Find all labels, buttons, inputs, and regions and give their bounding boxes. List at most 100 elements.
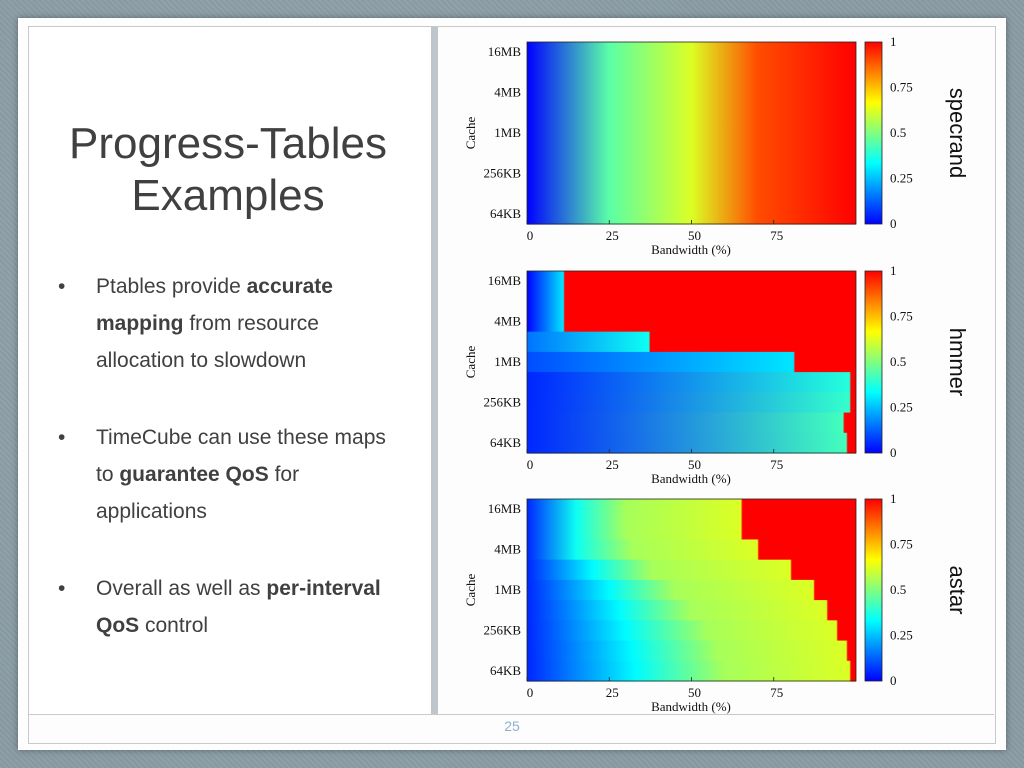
x-tick-label: 50 <box>688 457 701 472</box>
x-tick-label: 50 <box>688 228 701 243</box>
bullet-text: TimeCube can use these maps to <box>96 426 386 486</box>
heatmap-row <box>527 203 856 225</box>
x-tick-label: 75 <box>770 457 783 472</box>
bullet-text: Overall as well as <box>96 577 267 600</box>
bullet-item: Overall as well as per-interval QoS cont… <box>58 570 408 644</box>
heatmap-row <box>527 183 856 205</box>
x-tick-label: 75 <box>770 228 783 243</box>
bullet-item: Ptables provide accurate mapping from re… <box>58 268 408 379</box>
heatmap-row <box>527 412 856 434</box>
y-tick-label: 16MB <box>488 501 522 516</box>
heatmap-row <box>527 62 856 84</box>
slide-frame <box>28 26 996 744</box>
heatmap-row <box>527 392 856 414</box>
heatmap-row <box>527 271 856 292</box>
chart-title: specrand <box>945 88 970 179</box>
slide-title: Progress-Tables Examples <box>48 118 408 222</box>
heatmap-row <box>527 579 856 601</box>
heatmap-hmmer: 16MB 4MB 1MB 256KB 64KB 0 25 50 75 Bandwidth (%) C… <box>463 263 970 486</box>
x-tick-label: 0 <box>527 685 534 700</box>
y-tick-label: 64KB <box>490 435 521 450</box>
colorbar-tick-label: 1 <box>890 491 897 506</box>
y-axis-label: Cache <box>463 346 478 379</box>
colorbar-tick-label: 0 <box>890 673 897 688</box>
y-tick-label: 4MB <box>494 85 521 100</box>
colorbar-tick-label: 0 <box>890 445 897 460</box>
panel-divider <box>431 27 438 715</box>
heatmap-row <box>527 620 856 642</box>
heatmap-row <box>527 539 856 561</box>
x-tick-label: 0 <box>527 457 534 472</box>
heatmap-row <box>527 660 856 682</box>
x-tick-label: 0 <box>527 228 534 243</box>
y-tick-label: 256KB <box>483 166 521 181</box>
bullet-text: control <box>139 614 209 637</box>
heatmap-row <box>527 432 856 454</box>
colorbar <box>864 498 883 682</box>
x-axis-label: Bandwidth (%) <box>651 471 731 486</box>
heatmap-row <box>527 499 856 520</box>
heatmap-row <box>527 291 856 313</box>
heatmap-row <box>527 82 856 104</box>
x-tick-label: 75 <box>770 685 783 700</box>
bullet-text: Ptables provide <box>96 275 247 298</box>
y-tick-label: 256KB <box>483 395 521 410</box>
colorbar-tick-label: 0.5 <box>890 582 906 597</box>
colorbar-tick-label: 0.25 <box>890 171 913 186</box>
heatmap-row <box>527 559 856 581</box>
colorbar-tick-label: 0.25 <box>890 628 913 643</box>
colorbar <box>864 41 883 225</box>
y-tick-label: 4MB <box>494 542 521 557</box>
colorbar-tick-label: 0.75 <box>890 80 913 95</box>
heatmap-row <box>527 42 856 63</box>
x-axis-label: Bandwidth (%) <box>651 242 731 257</box>
heatmap-row <box>527 163 856 185</box>
x-tick-label: 50 <box>688 685 701 700</box>
colorbar-tick-label: 0.75 <box>890 309 913 324</box>
chart-title: hmmer <box>945 328 970 396</box>
chart-title: astar <box>945 566 970 615</box>
colorbar-tick-label: 0.5 <box>890 354 906 369</box>
x-tick-label: 25 <box>606 228 619 243</box>
heatmap-row <box>527 331 856 353</box>
y-axis-label: Cache <box>463 574 478 607</box>
bullet-item: TimeCube can use these maps to guarantee… <box>58 419 408 530</box>
bullet-list: Ptables provide accurate mapping from re… <box>58 268 408 684</box>
y-tick-label: 16MB <box>488 44 522 59</box>
bullet-emphasis: guarantee QoS <box>119 463 269 486</box>
title-line: Examples <box>131 171 325 220</box>
y-tick-label: 4MB <box>494 314 521 329</box>
colorbar-tick-label: 0.25 <box>890 400 913 415</box>
colorbar-tick-label: 1 <box>890 34 897 49</box>
heatmap-row <box>527 372 856 393</box>
heatmap-row <box>527 519 856 541</box>
colorbar-tick-label: 0.5 <box>890 125 906 140</box>
y-tick-label: 1MB <box>494 354 521 369</box>
y-tick-label: 64KB <box>490 663 521 678</box>
bullet-emphasis: per-interval QoS <box>96 577 381 637</box>
heatmap-row <box>527 122 856 144</box>
colorbar-tick-label: 0 <box>890 216 897 231</box>
heatmap-row <box>527 600 856 621</box>
x-axis-label: Bandwidth (%) <box>651 699 731 714</box>
heatmap-row <box>527 102 856 124</box>
heatmap-row <box>527 311 856 333</box>
x-tick-label: 25 <box>606 685 619 700</box>
y-tick-label: 64KB <box>490 206 521 221</box>
colorbar-tick-label: 1 <box>890 263 897 278</box>
colorbar <box>864 270 883 454</box>
bullet-emphasis: accurate mapping <box>96 275 333 335</box>
y-tick-label: 16MB <box>488 273 522 288</box>
heatmap-specrand: 16MB 4MB 1MB 256KB 64KB 0 25 50 75 Bandwidth (%) C… <box>463 34 970 257</box>
heatmap-row <box>527 143 856 164</box>
y-tick-label: 256KB <box>483 623 521 638</box>
page-number: 25 <box>504 718 520 734</box>
bullet-text: from resource allocation to slowdown <box>96 312 319 372</box>
heatmap-row <box>527 351 856 373</box>
footer-divider <box>28 714 994 715</box>
title-line: Progress-Tables <box>69 119 387 168</box>
y-axis-label: Cache <box>463 117 478 150</box>
x-tick-label: 25 <box>606 457 619 472</box>
heatmap-row <box>527 640 856 662</box>
